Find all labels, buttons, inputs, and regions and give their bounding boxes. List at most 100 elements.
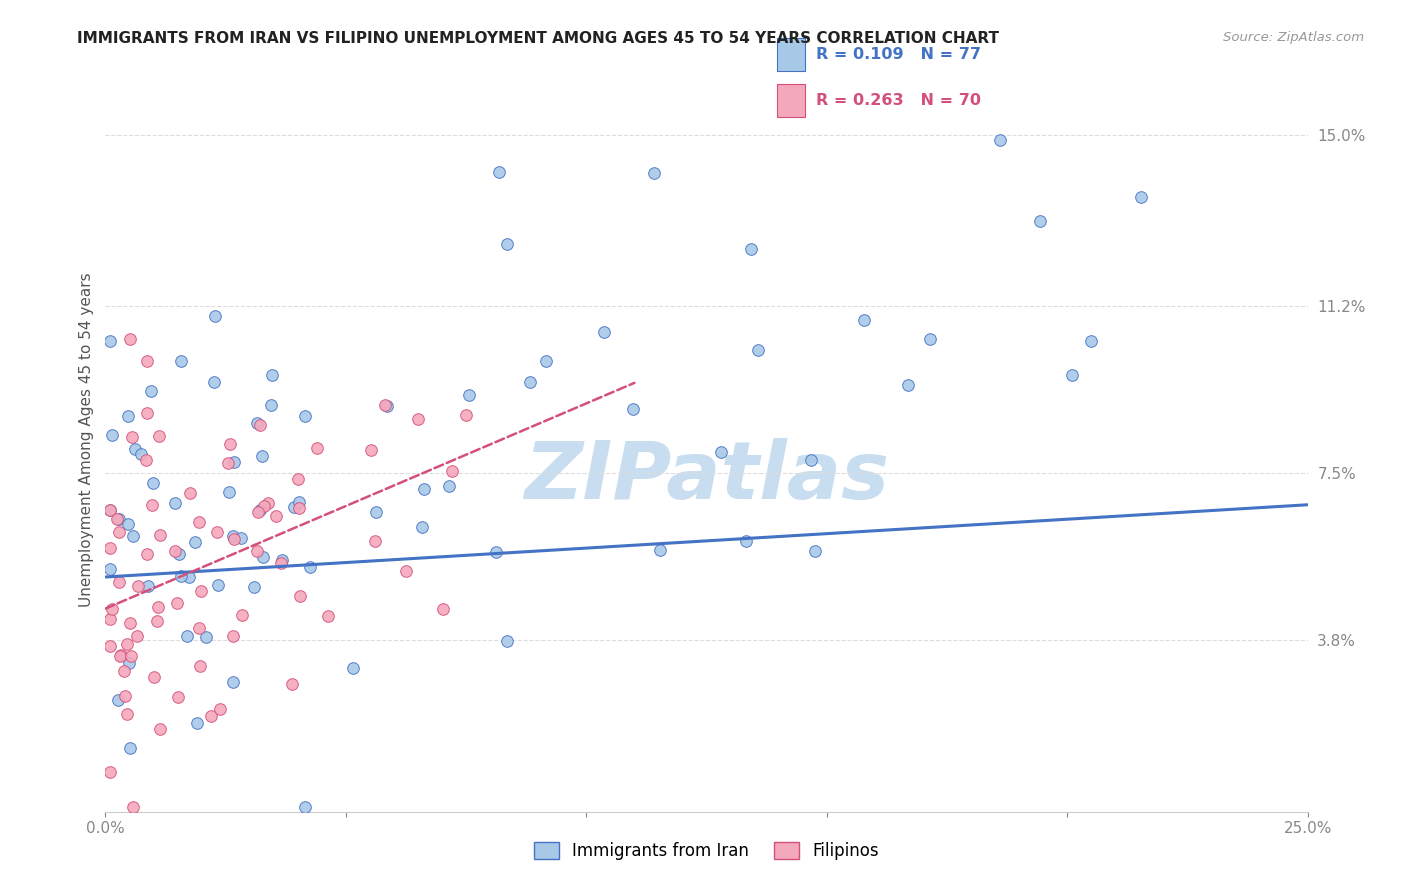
Point [125,629,148,643]
Point [710,445,733,459]
Point [188,658,211,673]
Point [231,607,253,622]
Point [187,515,209,529]
Point [142,476,165,491]
Point [121,429,143,443]
Point [135,406,157,420]
Point [218,485,240,500]
Point [143,670,166,684]
Point [735,534,758,549]
Point [98,562,121,576]
Point [141,498,163,512]
Point [117,409,139,423]
Point [342,661,364,675]
Point [243,580,266,594]
Text: R = 0.109   N = 77: R = 0.109 N = 77 [815,47,980,62]
Point [374,398,396,412]
Point [202,376,225,390]
Point [222,674,245,689]
Point [375,399,398,413]
Point [853,313,876,327]
Point [101,428,124,442]
Point [294,800,316,814]
Point [200,709,222,723]
Text: R = 0.263   N = 70: R = 0.263 N = 70 [815,93,980,108]
Point [204,310,226,324]
Point [803,544,825,558]
Point [184,534,207,549]
Text: IMMIGRANTS FROM IRAN VS FILIPINO UNEMPLOYMENT AMONG AGES 45 TO 54 YEARS CORRELAT: IMMIGRANTS FROM IRAN VS FILIPINO UNEMPLO… [77,31,1000,46]
Point [253,500,276,514]
Point [411,519,433,533]
Point [98,639,121,653]
Point [252,549,274,564]
Point [117,516,139,531]
Point [441,464,464,478]
Point [1028,214,1050,228]
Text: Source: ZipAtlas.com: Source: ZipAtlas.com [1223,31,1364,45]
Point [115,707,138,722]
Point [177,569,200,583]
Point [485,545,508,559]
Point [98,334,121,348]
Point [988,133,1011,147]
Point [107,692,129,706]
Point [118,657,141,671]
Point [897,378,920,392]
Point [207,577,229,591]
Point [288,495,311,509]
Point [186,716,208,731]
Point [224,532,246,546]
Point [135,453,157,467]
Point [190,584,212,599]
Point [283,500,305,514]
Point [496,236,519,251]
Point [395,564,418,578]
Point [121,800,143,814]
Point [413,482,436,496]
Point [222,455,245,469]
Point [305,441,328,455]
Point [246,416,269,430]
Point [643,166,665,180]
Point [218,437,240,451]
Point [299,559,322,574]
Point [105,512,128,526]
Point [918,332,941,346]
Point [170,569,193,583]
Point [222,529,245,543]
Point [457,388,479,402]
Point [257,496,280,510]
Point [167,690,190,704]
Legend: Immigrants from Iran, Filipinos: Immigrants from Iran, Filipinos [527,835,886,867]
Point [149,723,172,737]
Point [165,544,187,558]
Point [287,472,309,486]
Point [264,508,287,523]
Point [432,601,454,615]
Point [408,412,430,426]
Point [231,531,253,545]
Point [456,408,478,422]
Point [288,501,311,516]
Point [249,503,271,517]
Point [188,621,211,635]
Point [108,574,131,589]
Point [98,502,121,516]
Point [131,447,153,461]
Point [136,354,159,368]
Point [534,354,557,368]
Point [148,599,170,614]
Point [260,368,283,382]
Point [246,504,269,518]
Point [127,579,149,593]
Point [120,616,142,631]
Point [217,456,239,470]
Point [270,556,292,570]
Point [592,325,614,339]
Point [288,589,311,603]
Point [222,629,245,643]
Point [98,611,121,625]
Point [179,486,201,500]
Point [1062,368,1084,382]
